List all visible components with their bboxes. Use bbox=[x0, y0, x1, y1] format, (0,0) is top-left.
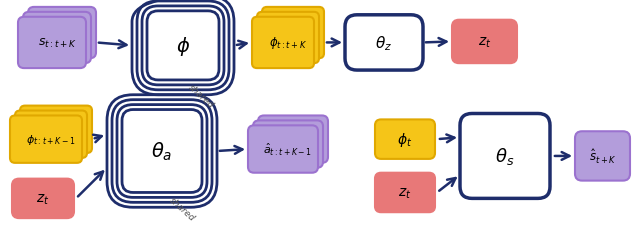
FancyBboxPatch shape bbox=[23, 13, 91, 64]
FancyBboxPatch shape bbox=[258, 116, 328, 163]
Text: $\phi$: $\phi$ bbox=[176, 35, 190, 58]
FancyBboxPatch shape bbox=[147, 12, 219, 81]
FancyBboxPatch shape bbox=[345, 16, 423, 71]
Text: $z_t$: $z_t$ bbox=[36, 191, 50, 206]
FancyBboxPatch shape bbox=[460, 114, 550, 198]
FancyBboxPatch shape bbox=[15, 111, 87, 158]
FancyBboxPatch shape bbox=[262, 8, 324, 59]
Text: $\theta_a$: $\theta_a$ bbox=[151, 140, 173, 162]
Text: $\hat{s}_{t+K}$: $\hat{s}_{t+K}$ bbox=[589, 147, 616, 165]
FancyBboxPatch shape bbox=[252, 18, 314, 69]
Text: $\phi_{t:t+K}$: $\phi_{t:t+K}$ bbox=[269, 35, 307, 51]
Text: $z_t$: $z_t$ bbox=[398, 185, 412, 200]
FancyBboxPatch shape bbox=[375, 173, 435, 212]
Text: $\theta_s$: $\theta_s$ bbox=[495, 146, 515, 167]
Text: shared: shared bbox=[186, 83, 216, 110]
FancyBboxPatch shape bbox=[122, 110, 202, 193]
FancyBboxPatch shape bbox=[452, 21, 517, 64]
FancyBboxPatch shape bbox=[257, 13, 319, 64]
Text: $\theta_z$: $\theta_z$ bbox=[376, 34, 392, 53]
Text: $\hat{a}_{t:t+K-1}$: $\hat{a}_{t:t+K-1}$ bbox=[264, 141, 312, 158]
Text: $\phi_{t:t+K-1}$: $\phi_{t:t+K-1}$ bbox=[26, 133, 76, 146]
FancyBboxPatch shape bbox=[248, 126, 318, 173]
FancyBboxPatch shape bbox=[575, 132, 630, 181]
Text: $s_{t:t+K}$: $s_{t:t+K}$ bbox=[38, 37, 76, 50]
FancyBboxPatch shape bbox=[10, 116, 82, 163]
FancyBboxPatch shape bbox=[20, 106, 92, 153]
Text: shared: shared bbox=[168, 195, 196, 222]
FancyBboxPatch shape bbox=[375, 120, 435, 159]
FancyBboxPatch shape bbox=[28, 8, 96, 59]
FancyBboxPatch shape bbox=[253, 121, 323, 168]
Text: $\phi_t$: $\phi_t$ bbox=[397, 130, 413, 148]
FancyBboxPatch shape bbox=[12, 179, 74, 218]
FancyBboxPatch shape bbox=[18, 18, 86, 69]
Text: $z_t$: $z_t$ bbox=[478, 35, 492, 50]
